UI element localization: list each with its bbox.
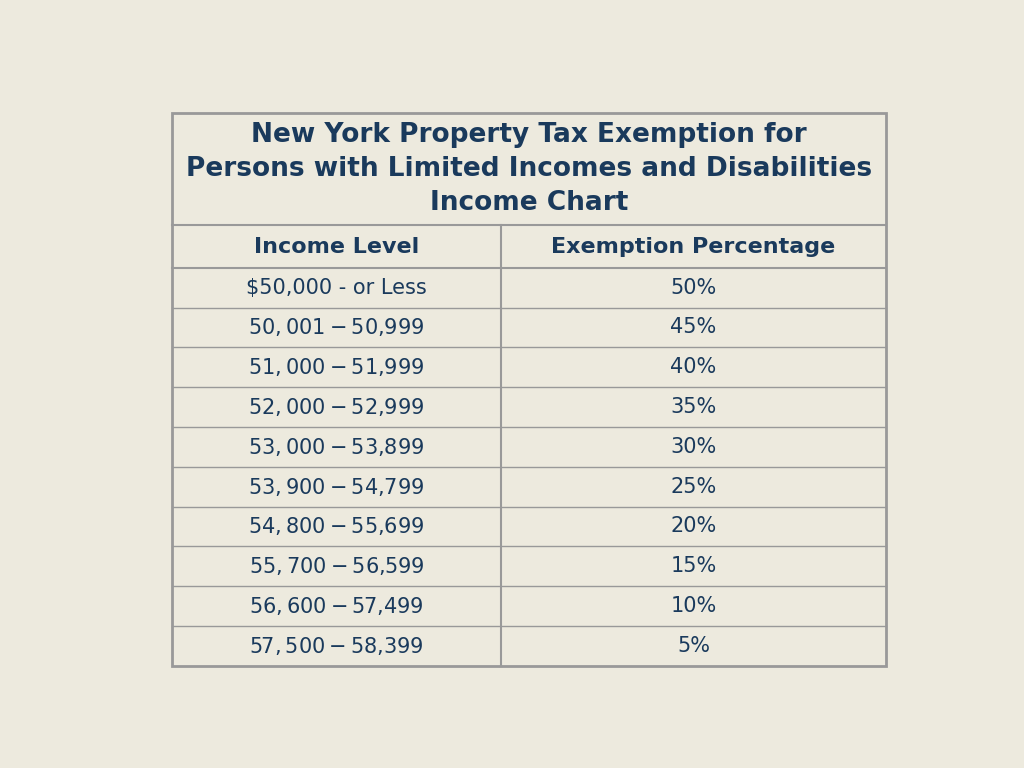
Text: $50,000 - or Less: $50,000 - or Less	[246, 278, 427, 298]
Bar	[172, 113, 886, 666]
Text: Income Level: Income Level	[254, 237, 419, 257]
Text: $53,000 - $53,899: $53,000 - $53,899	[248, 436, 425, 458]
Text: $50,001 - $50,999: $50,001 - $50,999	[248, 316, 425, 339]
Text: 40%: 40%	[671, 357, 717, 377]
Text: 25%: 25%	[671, 477, 717, 497]
Text: $57,500 - $58,399: $57,500 - $58,399	[249, 635, 424, 657]
Text: $54,800 - $55,699: $54,800 - $55,699	[248, 515, 425, 538]
Text: Income Chart: Income Chart	[430, 190, 628, 217]
Text: 30%: 30%	[671, 437, 717, 457]
Text: 10%: 10%	[671, 596, 717, 616]
Text: $51,000 - $51,999: $51,000 - $51,999	[248, 356, 425, 379]
Text: 45%: 45%	[671, 317, 717, 337]
Text: $55,700 - $56,599: $55,700 - $56,599	[249, 555, 424, 578]
Text: 35%: 35%	[671, 397, 717, 417]
Text: $52,000 - $52,999: $52,000 - $52,999	[248, 396, 425, 418]
Text: 15%: 15%	[671, 556, 717, 576]
Text: $53,900 - $54,799: $53,900 - $54,799	[248, 475, 425, 498]
Text: 20%: 20%	[671, 517, 717, 537]
Text: New York Property Tax Exemption for: New York Property Tax Exemption for	[251, 122, 807, 147]
Text: Persons with Limited Incomes and Disabilities: Persons with Limited Incomes and Disabil…	[185, 156, 871, 182]
Text: $56,600 - $57,499: $56,600 - $57,499	[249, 595, 424, 617]
Text: 50%: 50%	[671, 278, 717, 298]
Text: Exemption Percentage: Exemption Percentage	[551, 237, 836, 257]
Text: 5%: 5%	[677, 636, 710, 656]
